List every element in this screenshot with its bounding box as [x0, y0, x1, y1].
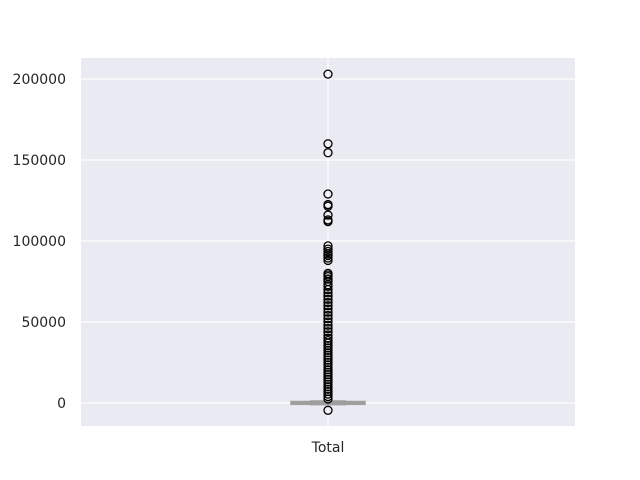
- outlier-point: [323, 338, 333, 348]
- outlier-point: [323, 291, 333, 301]
- outlier-point: [323, 284, 333, 295]
- outlier-point: [323, 253, 333, 263]
- outlier-point: [323, 357, 333, 368]
- outlier-point: [323, 389, 333, 399]
- y-tick-label: 150000: [13, 153, 66, 169]
- outlier-point: [323, 314, 333, 324]
- outlier-point: [323, 340, 333, 351]
- outlier-point: [323, 216, 333, 227]
- outlier-point: [323, 345, 333, 356]
- outlier-point: [323, 139, 333, 149]
- outlier-point: [323, 189, 333, 199]
- y-tick-label: 50000: [21, 315, 66, 331]
- outlier-point: [323, 335, 333, 346]
- outlier-point: [323, 294, 333, 304]
- outlier-point: [323, 384, 333, 394]
- outlier-point: [323, 350, 333, 360]
- outlier-point: [323, 250, 333, 261]
- outlier-point: [323, 348, 333, 358]
- outlier-point: [323, 405, 333, 415]
- outlier-point: [323, 374, 333, 385]
- outlier-point: [323, 391, 333, 402]
- outlier-points: [323, 69, 333, 415]
- outlier-point: [323, 310, 333, 321]
- outlier-point: [323, 320, 333, 330]
- outlier-point: [323, 394, 333, 404]
- outlier-point: [323, 246, 333, 257]
- outlier-point: [323, 304, 333, 314]
- outlier-point: [323, 307, 333, 317]
- outlier-point: [323, 369, 333, 380]
- outlier-point: [323, 367, 333, 377]
- x-tick-label-total: Total: [311, 440, 345, 456]
- outlier-point: [323, 327, 333, 337]
- outlier-point: [323, 201, 333, 211]
- outlier-point: [323, 343, 333, 353]
- outlier-point: [323, 362, 333, 373]
- y-tick-label: 200000: [13, 72, 66, 88]
- outlier-point: [323, 317, 333, 327]
- outlier-point: [323, 148, 333, 158]
- y-axis-ticks: 0 50000 100000 150000 200000: [13, 72, 66, 412]
- outlier-point: [323, 297, 333, 308]
- outlier-point: [323, 281, 333, 292]
- outlier-point: [323, 377, 333, 387]
- y-tick-label: 100000: [13, 234, 66, 250]
- outlier-point: [323, 274, 333, 284]
- outlier-point: [323, 355, 333, 365]
- outlier-point: [323, 360, 333, 370]
- outlier-point: [323, 301, 333, 311]
- outlier-point: [323, 244, 333, 254]
- outlier-point: [323, 387, 333, 397]
- outlier-point: [323, 372, 333, 382]
- outlier-point: [323, 333, 333, 343]
- outlier-point: [323, 288, 333, 298]
- y-tick-label: 0: [57, 396, 66, 412]
- outlier-point: [323, 352, 333, 363]
- outlier-point: [323, 255, 333, 266]
- outlier-point: [323, 210, 333, 220]
- outlier-point: [323, 323, 333, 334]
- outlier-point: [323, 69, 333, 79]
- outlier-point: [323, 379, 333, 390]
- outlier-point: [323, 382, 333, 392]
- outlier-point: [323, 365, 333, 375]
